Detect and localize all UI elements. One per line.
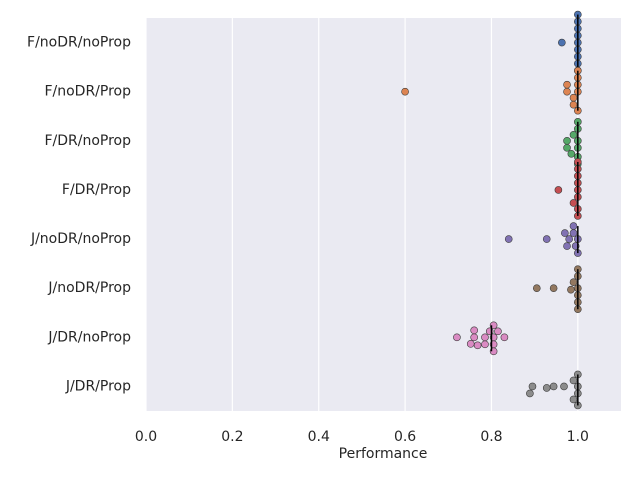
data-point — [569, 395, 578, 404]
y-tick-label: J/DR/noProp — [47, 329, 131, 345]
data-point — [569, 376, 578, 385]
data-point — [526, 389, 534, 398]
data-point — [563, 80, 571, 89]
x-axis-label: Performance — [339, 446, 428, 462]
plot-area — [146, 18, 621, 411]
y-tick-label: J/noDR/Prop — [47, 280, 131, 296]
y-tick-label: J/noDR/noProp — [30, 231, 131, 247]
data-point — [494, 327, 502, 336]
data-point — [563, 242, 571, 250]
data-point — [500, 333, 509, 342]
data-point — [554, 186, 563, 194]
data-point — [569, 199, 578, 207]
x-tick-label: 0.4 — [308, 429, 330, 445]
y-tick-label: F/DR/noProp — [44, 133, 131, 149]
data-point — [567, 150, 576, 158]
data-point — [563, 144, 571, 152]
x-tick-label: 0.2 — [221, 429, 243, 445]
x-tick-label: 0.8 — [480, 429, 502, 445]
data-point — [563, 137, 571, 145]
data-point — [532, 284, 541, 292]
data-point — [565, 235, 573, 243]
data-point — [466, 340, 475, 348]
data-point — [504, 235, 513, 243]
data-point — [549, 284, 558, 292]
data-point — [569, 229, 578, 237]
x-tick-label: 0.0 — [135, 429, 157, 445]
y-tick-label: F/noDR/Prop — [44, 84, 131, 100]
data-point — [401, 87, 409, 96]
data-point — [560, 382, 568, 391]
data-point — [561, 229, 569, 237]
data-point — [569, 278, 578, 286]
y-tick-label: F/noDR/noProp — [27, 35, 131, 51]
data-point — [470, 326, 478, 335]
x-tick-label: 1.0 — [567, 429, 589, 445]
data-point — [481, 333, 489, 342]
data-point — [569, 131, 578, 139]
data-point — [567, 285, 575, 294]
data-point — [481, 340, 489, 349]
data-point — [549, 382, 558, 391]
data-point — [569, 222, 578, 230]
data-point — [470, 333, 478, 342]
data-point — [542, 235, 551, 243]
data-point — [569, 93, 578, 102]
y-tick-label: F/DR/Prop — [62, 182, 131, 198]
data-point — [473, 341, 482, 350]
x-tick-label: 0.6 — [394, 429, 416, 445]
data-point — [563, 87, 571, 96]
data-point — [453, 333, 461, 342]
data-point — [542, 384, 551, 392]
y-tick-label: J/DR/Prop — [65, 378, 131, 394]
data-point — [558, 38, 566, 47]
data-point — [569, 100, 578, 109]
data-point — [528, 382, 537, 391]
